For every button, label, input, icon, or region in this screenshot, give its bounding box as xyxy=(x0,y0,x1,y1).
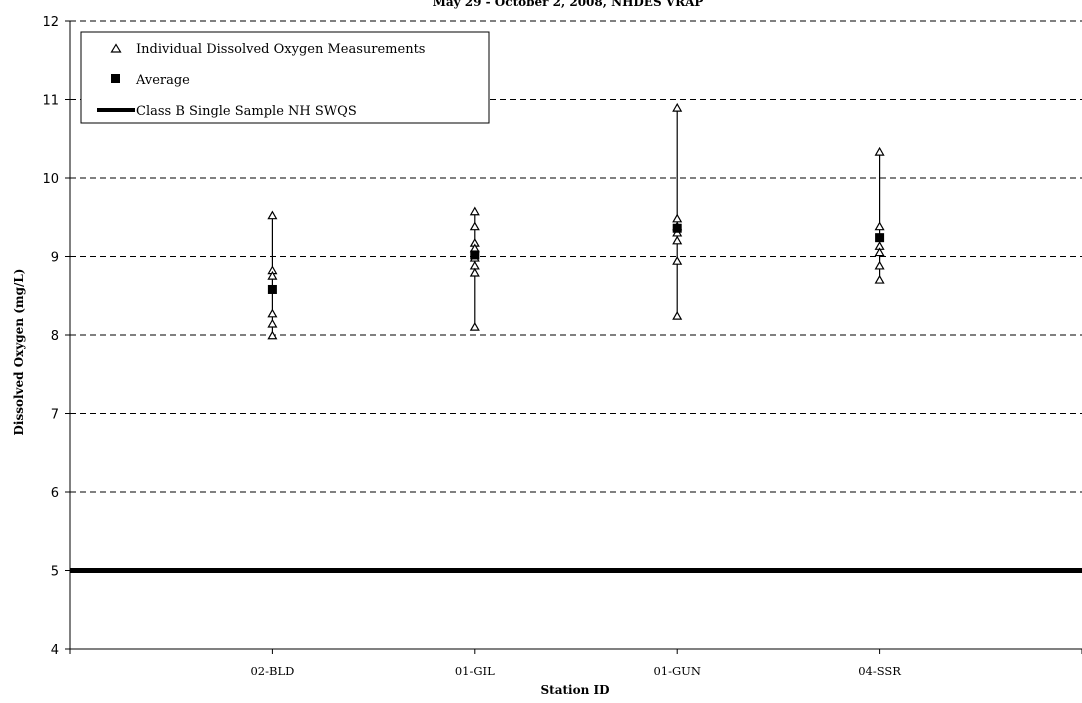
legend-label-standard: Class B Single Sample NH SWQS xyxy=(136,104,357,119)
y-tick-label: 12 xyxy=(42,15,59,30)
x-category-label: 01-GUN xyxy=(653,664,700,678)
y-tick-label: 11 xyxy=(42,94,59,109)
gridlines xyxy=(70,20,1082,493)
average-point xyxy=(672,223,682,233)
x-category-label: 04-SSR xyxy=(858,664,901,678)
y-tick-label: 10 xyxy=(42,172,59,187)
measurement-point xyxy=(267,318,278,328)
y-tick-label: 8 xyxy=(51,329,59,344)
measurement-point xyxy=(672,310,683,320)
measurement-point xyxy=(469,321,480,331)
legend-label-average: Average xyxy=(135,73,190,88)
legend-label-individual: Individual Dissolved Oxygen Measurements xyxy=(136,42,425,57)
measurement-point xyxy=(874,221,885,231)
y-tick-label: 5 xyxy=(51,565,59,580)
average-point xyxy=(470,250,480,260)
legend: Individual Dissolved Oxygen Measurements… xyxy=(80,31,490,124)
x-category-label: 02-BLD xyxy=(250,664,294,678)
measurement-point xyxy=(672,102,683,112)
measurement-point xyxy=(469,267,480,277)
measurement-point xyxy=(672,256,683,265)
measurement-point xyxy=(267,330,278,340)
y-tick-label: 6 xyxy=(51,486,59,501)
legend-triangle-icon xyxy=(110,43,122,53)
legend-square-icon xyxy=(111,74,120,83)
y-tick-labels: 4 5 6 7 8 9 10 11 12 xyxy=(42,15,59,658)
measurement-point xyxy=(874,274,885,284)
measurement-point xyxy=(672,213,683,223)
y-axis-title: Dissolved Oxygen (mg/L) xyxy=(12,269,26,436)
y-tick-label: 9 xyxy=(51,251,59,266)
legend-item-standard: Class B Single Sample NH SWQS xyxy=(97,104,357,119)
measurement-point xyxy=(469,221,480,231)
x-axis-title: Station ID xyxy=(540,683,609,697)
measurement-point xyxy=(874,146,885,156)
legend-box xyxy=(80,31,490,124)
y-tick-label: 4 xyxy=(51,643,59,658)
legend-item-average: Average xyxy=(111,73,190,88)
measurement-point xyxy=(267,270,278,280)
data-marks xyxy=(267,102,885,340)
measurement-point xyxy=(874,247,885,257)
measurement-point xyxy=(874,260,885,270)
measurement-point xyxy=(672,235,683,245)
measurement-point xyxy=(267,210,278,220)
average-point xyxy=(875,233,885,243)
x-category-labels: 02-BLD 01-GIL 01-GUN 04-SSR xyxy=(250,664,901,678)
chart-title: May 29 - October 2, 2008, NHDES VRAP xyxy=(433,0,704,9)
x-category-label: 01-GIL xyxy=(455,664,495,678)
legend-item-individual: Individual Dissolved Oxygen Measurements xyxy=(110,42,425,57)
axes xyxy=(65,20,1082,654)
average-point xyxy=(267,284,277,294)
measurement-point xyxy=(469,206,480,216)
y-tick-label: 7 xyxy=(51,408,59,423)
measurement-point xyxy=(267,308,278,318)
